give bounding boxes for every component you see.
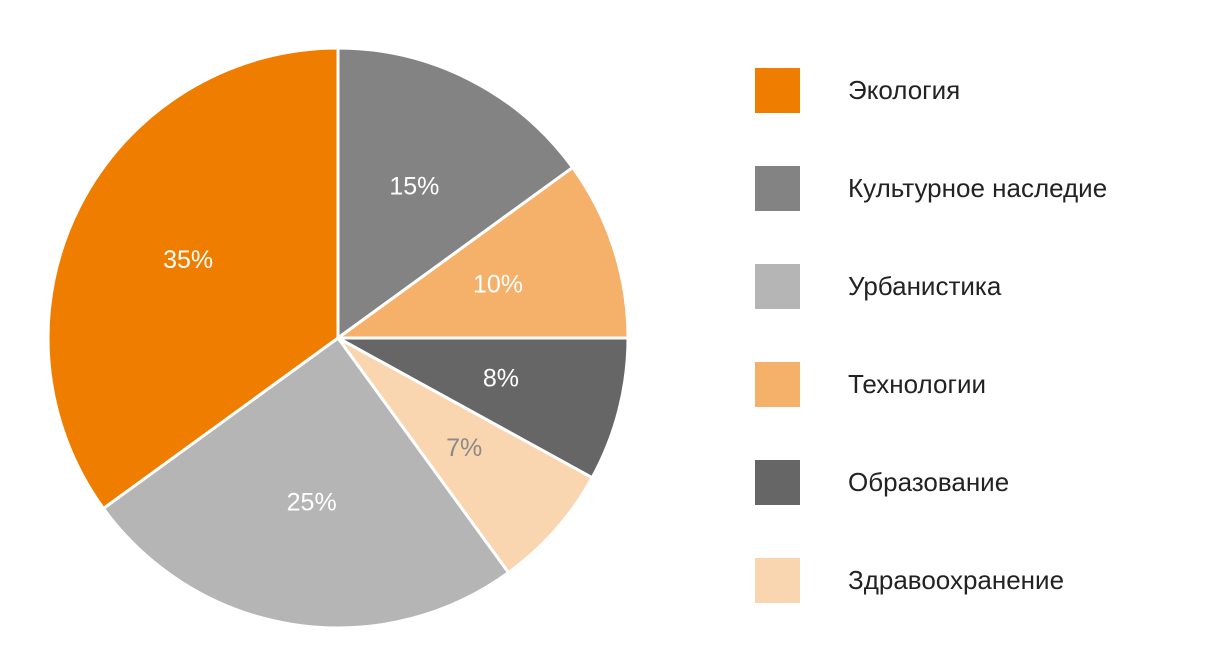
data-label: 15% [389, 173, 439, 201]
pie-slice [336, 336, 595, 575]
legend-swatch [755, 460, 800, 505]
legend-label: Технологии [848, 369, 986, 399]
data-label: 10% [473, 271, 523, 299]
legend-label: Урбанистика [848, 271, 1002, 301]
data-label: 35% [163, 246, 213, 274]
legend-label: Образование [848, 467, 1009, 497]
data-label: 8% [483, 364, 519, 392]
legend-swatch [755, 166, 800, 211]
legend-swatch [755, 68, 800, 113]
legend-swatch [755, 264, 800, 309]
legend-label: Здравоохранение [848, 565, 1064, 595]
pie-slice [336, 46, 575, 341]
pie-slice [101, 335, 511, 630]
data-label: 7% [446, 434, 482, 462]
data-label: 25% [287, 489, 337, 517]
legend-swatch [755, 558, 800, 603]
pie-slice [46, 46, 340, 511]
legend-label: Культурное наследие [848, 173, 1107, 203]
legend-label: Экология [848, 75, 960, 105]
legend-swatch [755, 362, 800, 407]
pie-slice [337, 336, 630, 480]
pie-slice [333, 165, 630, 340]
